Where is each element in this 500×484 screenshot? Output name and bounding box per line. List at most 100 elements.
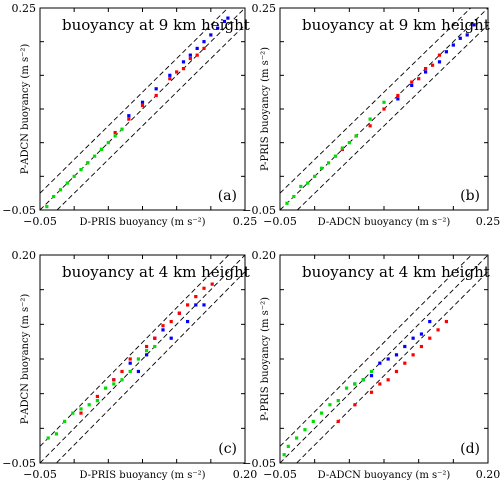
scatter-point — [186, 319, 190, 324]
scatter-point — [378, 361, 382, 365]
scatter-point — [336, 399, 340, 403]
scatter-point — [444, 50, 448, 54]
scatter-point — [437, 60, 442, 64]
scatter-point — [195, 53, 199, 57]
panel-title: buoyancy at 4 km height — [302, 263, 490, 281]
scatter-point — [353, 403, 357, 407]
panel-label: (c) — [218, 441, 237, 457]
scatter-point — [286, 444, 290, 448]
scatter-point — [303, 428, 307, 432]
scatter-point — [93, 154, 97, 158]
scatter-point — [112, 382, 116, 386]
scatter-point — [403, 344, 407, 349]
y-axis-label: P-ADCN buoyancy (m s⁻²) — [20, 44, 31, 175]
scatter-point — [386, 378, 390, 382]
scatter-point — [128, 369, 132, 374]
scatter-point — [202, 303, 206, 307]
scatter-point — [120, 127, 124, 131]
scatter-point — [154, 93, 158, 98]
scatter-point — [444, 319, 448, 324]
scatter-point — [333, 154, 338, 158]
scatter-point — [328, 403, 332, 407]
panel-0: buoyancy at 9 km height (a) −0.05 0.25 −0.05… — [2, 2, 258, 228]
panel-title: buoyancy at 9 km height — [302, 16, 490, 34]
scatter-point — [472, 23, 476, 27]
scatter-point — [299, 184, 303, 189]
scatter-point — [306, 181, 310, 185]
scatter-point — [394, 353, 399, 357]
scatter-point — [128, 361, 132, 365]
x-tick-label-max: 0.25 — [233, 215, 258, 228]
scatter-point — [320, 411, 324, 415]
scatter-point — [45, 205, 49, 209]
panel-2: buoyancy at 4 km height (c) −0.05 0.20 −0.05… — [2, 249, 258, 481]
y-axis-label: P-PRIS buoyancy (m s⁻²) — [260, 47, 271, 171]
x-tick-label-max: 0.20 — [233, 468, 258, 481]
scatter-point — [465, 33, 469, 37]
scatter-point — [140, 100, 145, 104]
x-axis-label: D-ADCN buoyancy (m s⁻²) — [318, 217, 451, 228]
scatter-point — [86, 161, 90, 165]
reference-line-0 — [40, 8, 245, 210]
scatter-point — [79, 168, 83, 172]
scatter-point — [326, 161, 331, 165]
scatter-point — [161, 328, 165, 332]
scatter-point — [153, 336, 157, 340]
scatter-point — [161, 324, 165, 328]
scatter-point — [216, 26, 220, 30]
scatter-point — [378, 382, 382, 386]
scatter-point — [428, 336, 432, 340]
scatter-point — [104, 386, 108, 390]
scatter-point — [169, 319, 173, 324]
scatter-point — [99, 147, 104, 151]
panel-label: (a) — [218, 188, 237, 204]
x-tick-label-max: 0.25 — [476, 215, 500, 228]
scatter-point — [368, 117, 372, 121]
scatter-point — [194, 295, 198, 299]
y-tick-label-min: −0.05 — [242, 457, 276, 470]
scatter-point — [169, 336, 173, 340]
scatter-point — [188, 53, 192, 57]
scatter-point — [145, 349, 149, 353]
scatter-point — [153, 344, 157, 349]
y-tick-label-min: −0.05 — [2, 204, 36, 217]
y-axis-label: P-ADCN buoyancy (m s⁻²) — [20, 294, 31, 425]
scatter-point — [424, 70, 428, 74]
scatter-point — [369, 369, 374, 374]
y-tick-label-max: 0.20 — [252, 249, 277, 262]
scatter-point — [54, 432, 58, 436]
scatter-point — [353, 382, 357, 386]
scatter-point — [177, 311, 181, 315]
scatter-point — [369, 374, 374, 378]
scatter-point — [120, 378, 124, 382]
scatter-point — [113, 134, 117, 138]
y-axis-label: P-PRIS buoyancy (m s⁻²) — [260, 297, 271, 421]
scatter-point — [71, 411, 75, 415]
y-tick-label-max: 0.25 — [12, 2, 37, 15]
y-tick-label-max: 0.25 — [252, 2, 277, 15]
scatter-point — [202, 286, 206, 290]
scatter-point — [437, 53, 442, 57]
scatter-point — [410, 83, 414, 88]
scatter-point — [411, 353, 415, 357]
y-tick-label-min: −0.05 — [2, 457, 36, 470]
scatter-point — [386, 357, 390, 361]
scatter-point — [336, 419, 340, 423]
scatter-point — [140, 104, 145, 108]
scatter-point — [458, 36, 462, 40]
scatter-point — [58, 188, 63, 192]
scatter-point — [113, 130, 117, 135]
scatter-point — [65, 181, 69, 185]
scatter-point — [396, 97, 400, 101]
scatter-point — [195, 46, 199, 50]
scatter-point — [419, 344, 424, 349]
y-tick-label-max: 0.20 — [12, 249, 37, 262]
scatter-point — [175, 70, 179, 74]
scatter-point — [95, 394, 99, 399]
panel-label: (b) — [460, 188, 480, 204]
x-axis-label: D-PRIS buoyancy (m s⁻²) — [79, 217, 205, 228]
scatter-point — [410, 80, 414, 84]
scatter-point — [63, 419, 67, 423]
scatter-point — [95, 399, 99, 403]
scatter-point — [210, 282, 214, 286]
